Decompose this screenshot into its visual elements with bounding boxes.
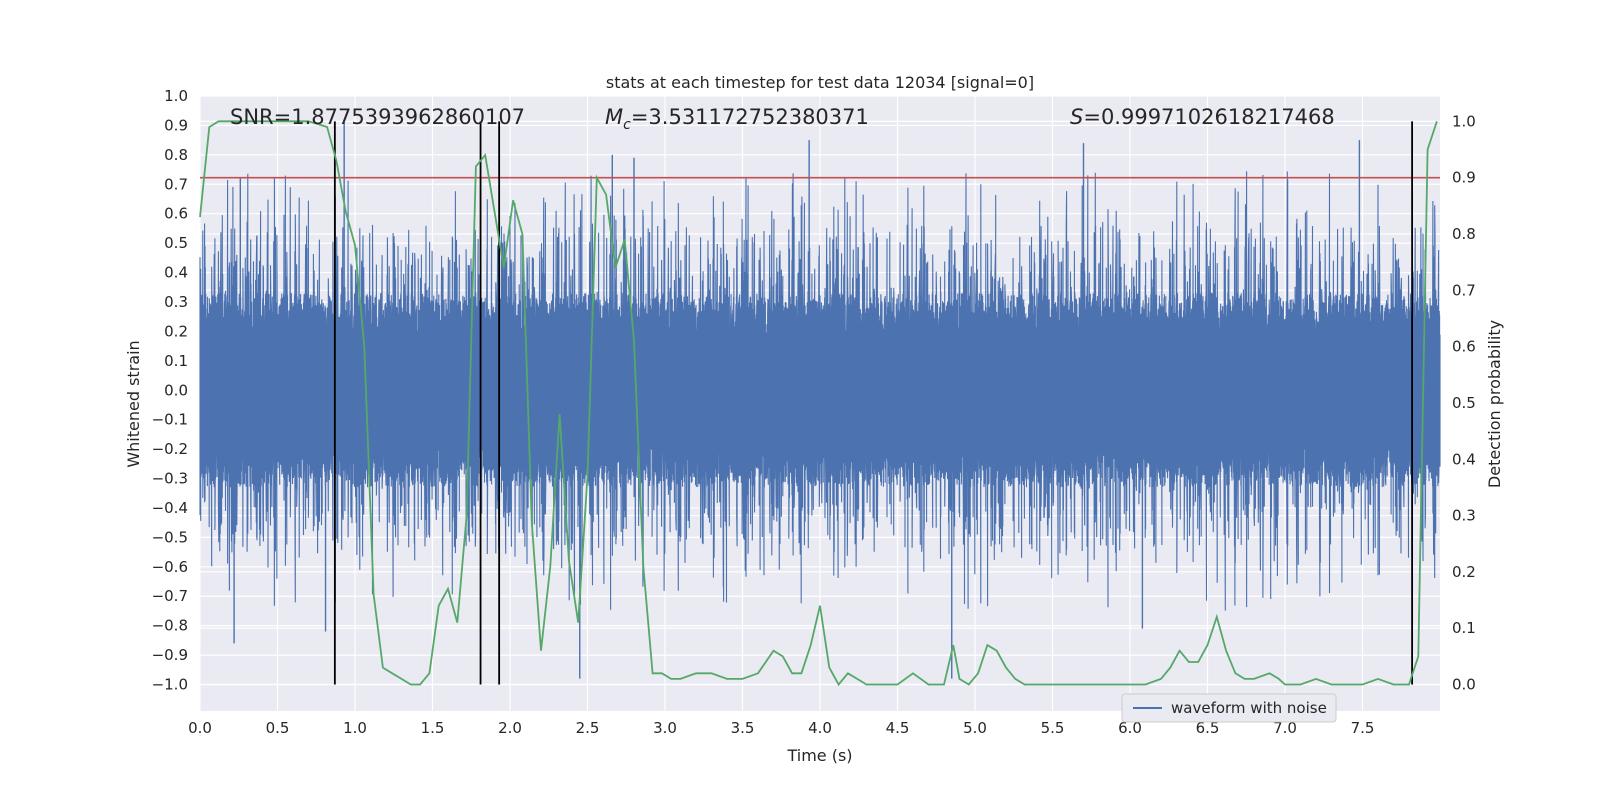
right-y-tick-labels: 1.0 0.9 0.8 0.7 0.6 0.5 0.4 0.3 0.2 0.1 0.0 (1452, 112, 1476, 693)
x-tick-label: 5.5 (1041, 719, 1065, 737)
right-y-tick-label: 0.0 (1452, 676, 1476, 694)
right-y-axis-label: Detection probability (1485, 320, 1504, 488)
left-y-tick-label: 0.4 (164, 264, 188, 282)
left-y-tick-label: 0.8 (164, 146, 188, 164)
x-tick-label: 3.5 (731, 719, 755, 737)
vertical-markers (333, 121, 1413, 685)
x-tick-label: 0.5 (266, 719, 290, 737)
x-tick-label: 1.0 (343, 719, 367, 737)
left-y-tick-label: −0.6 (152, 558, 188, 576)
left-y-tick-label: −0.7 (152, 587, 188, 605)
chart-title: stats at each timestep for test data 120… (606, 73, 1034, 92)
left-y-tick-label: −1.0 (152, 676, 188, 694)
legend-box (1121, 693, 1337, 723)
x-tick-label: 4.5 (886, 719, 910, 737)
legend-label: waveform with noise (1171, 699, 1327, 717)
right-y-tick-label: 0.3 (1452, 507, 1476, 525)
left-y-tick-label: 0.1 (164, 352, 188, 370)
left-y-tick-label: −0.3 (152, 470, 188, 488)
left-y-tick-label: 0.5 (164, 234, 188, 252)
left-y-tick-label: −0.5 (152, 528, 188, 546)
x-tick-label: 7.0 (1273, 719, 1297, 737)
chirp-mass-value: =3.531172752380371 (631, 105, 869, 129)
left-y-tick-label: 0.6 (164, 205, 188, 223)
snr-annotation: SNR=1.8775393962860107 (230, 105, 525, 129)
chirp-mass-symbol: M (605, 105, 623, 129)
right-y-tick-label: 0.4 (1452, 450, 1476, 468)
chirp-mass-annotation: Mc=3.531172752380371 (605, 105, 869, 133)
score-value: =0.9997102618217468 (1083, 105, 1334, 129)
right-y-tick-label: 1.0 (1452, 112, 1476, 130)
left-y-tick-label: −0.2 (152, 440, 188, 458)
x-tick-label: 3.0 (653, 719, 677, 737)
x-tick-label: 1.5 (421, 719, 445, 737)
x-tick-label: 2.0 (498, 719, 522, 737)
right-y-tick-label: 0.2 (1452, 563, 1476, 581)
left-y-tick-labels: 1.0 0.9 0.8 0.7 0.6 0.5 0.4 0.3 0.2 0.1 0.0 −0.1 −0.… (152, 87, 188, 694)
right-y-tick-label: 0.8 (1452, 225, 1476, 243)
left-y-tick-label: −0.4 (152, 499, 188, 517)
left-y-tick-label: 0.2 (164, 322, 188, 340)
x-tick-label: 2.5 (576, 719, 600, 737)
right-y-tick-label: 0.7 (1452, 281, 1476, 299)
left-y-tick-label: −0.1 (152, 411, 188, 429)
left-y-tick-label: −0.8 (152, 617, 188, 635)
x-tick-label: 4.0 (808, 719, 832, 737)
right-y-tick-label: 0.9 (1452, 169, 1476, 187)
waveform-series (199, 122, 1441, 679)
x-tick-label: 6.0 (1118, 719, 1142, 737)
score-annotation: S=0.9997102618217468 (1070, 105, 1335, 129)
left-y-tick-label: 0.0 (164, 381, 188, 399)
left-y-tick-label: 1.0 (164, 87, 188, 105)
right-y-tick-label: 0.1 (1452, 619, 1476, 637)
right-y-tick-label: 0.6 (1452, 338, 1476, 356)
probability-series (199, 120, 1438, 687)
x-tick-label: 0.0 (188, 719, 212, 737)
left-y-axis-label: Whitened strain (124, 340, 143, 467)
left-y-tick-label: 0.9 (164, 116, 188, 134)
x-tick-label: 7.5 (1351, 719, 1375, 737)
x-tick-label: 5.0 (963, 719, 987, 737)
left-y-tick-label: −0.9 (152, 646, 188, 664)
left-y-tick-label: 0.3 (164, 293, 188, 311)
left-y-tick-label: 0.7 (164, 175, 188, 193)
waveform-line (199, 171, 1441, 611)
x-tick-label: 6.5 (1196, 719, 1220, 737)
score-symbol: S (1070, 105, 1083, 129)
right-y-tick-label: 0.5 (1452, 394, 1476, 412)
x-axis-label: Time (s) (786, 746, 852, 765)
chirp-mass-subscript: c (623, 117, 631, 133)
legend: waveform with noise (1121, 693, 1337, 723)
x-tick-labels: 0.0 0.5 1.0 1.5 2.0 2.5 3.0 3.5 4.0 4.5 5.0 5.5 6.0 6… (188, 719, 1374, 737)
